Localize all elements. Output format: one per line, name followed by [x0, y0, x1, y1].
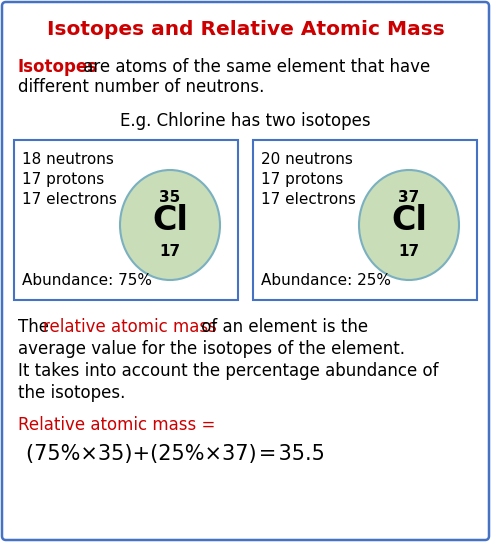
FancyBboxPatch shape: [14, 140, 238, 300]
Text: 17 protons: 17 protons: [22, 172, 104, 187]
Text: Abundance: 25%: Abundance: 25%: [261, 273, 391, 288]
Text: Abundance: 75%: Abundance: 75%: [22, 273, 152, 288]
FancyBboxPatch shape: [253, 140, 477, 300]
Text: Relative atomic mass =: Relative atomic mass =: [18, 416, 216, 434]
Text: Cl: Cl: [391, 204, 427, 237]
Text: 17 electrons: 17 electrons: [22, 192, 117, 207]
Text: It takes into account the percentage abundance of: It takes into account the percentage abu…: [18, 362, 438, 380]
Text: 20 neutrons: 20 neutrons: [261, 152, 353, 167]
Text: Isotopes and Relative Atomic Mass: Isotopes and Relative Atomic Mass: [47, 20, 444, 39]
Text: E.g. Chlorine has two isotopes: E.g. Chlorine has two isotopes: [120, 112, 371, 130]
Text: 17: 17: [398, 244, 420, 260]
Text: relative atomic mass: relative atomic mass: [43, 318, 217, 336]
Text: are atoms of the same element that have: are atoms of the same element that have: [78, 58, 430, 76]
Text: 18 neutrons: 18 neutrons: [22, 152, 114, 167]
Text: 37: 37: [398, 190, 420, 204]
Text: average value for the isotopes of the element.: average value for the isotopes of the el…: [18, 340, 405, 358]
Ellipse shape: [120, 170, 220, 280]
Text: 17 electrons: 17 electrons: [261, 192, 356, 207]
Text: of an element is the: of an element is the: [196, 318, 368, 336]
Text: (75%×35)+(25%×37) = 35.5: (75%×35)+(25%×37) = 35.5: [26, 444, 325, 464]
Text: Isotopes: Isotopes: [18, 58, 98, 76]
Text: different number of neutrons.: different number of neutrons.: [18, 78, 264, 96]
Text: The: The: [18, 318, 54, 336]
Text: 35: 35: [160, 190, 181, 204]
Ellipse shape: [359, 170, 459, 280]
Text: 17 protons: 17 protons: [261, 172, 343, 187]
Text: the isotopes.: the isotopes.: [18, 384, 125, 402]
Text: Cl: Cl: [152, 204, 188, 237]
Text: 17: 17: [160, 244, 181, 260]
